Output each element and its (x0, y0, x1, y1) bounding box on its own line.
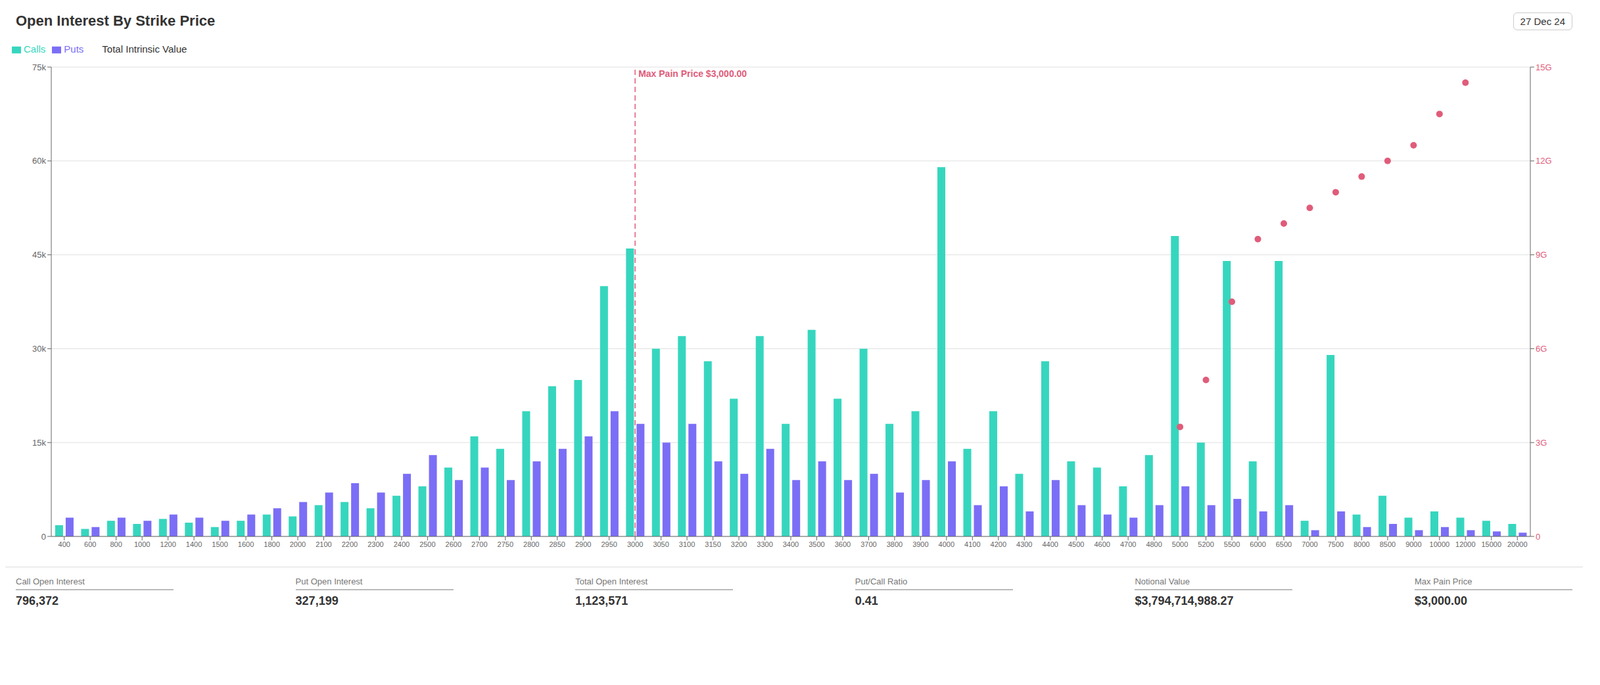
svg-text:1000: 1000 (134, 540, 150, 549)
svg-text:9000: 9000 (1405, 540, 1422, 549)
svg-text:3500: 3500 (808, 540, 825, 549)
svg-text:20000: 20000 (1507, 540, 1528, 549)
svg-text:6G: 6G (1535, 343, 1547, 354)
html-text:27 Dec 24: 27 Dec 24 (1520, 15, 1566, 27)
svg-text:5200: 5200 (1197, 540, 1214, 549)
svg-text:3300: 3300 (756, 540, 773, 549)
svg-text:4500: 4500 (1068, 540, 1084, 549)
svg-text:9G: 9G (1535, 249, 1547, 260)
html-text:$3,000.00: $3,000.00 (1414, 594, 1468, 608)
svg-text:4300: 4300 (1016, 540, 1033, 549)
svg-text:1200: 1200 (159, 540, 176, 549)
svg-text:2400: 2400 (393, 540, 410, 549)
svg-text:12000: 12000 (1455, 540, 1476, 549)
svg-text:1800: 1800 (263, 540, 280, 549)
svg-text:60k: 60k (32, 155, 47, 166)
svg-text:800: 800 (110, 540, 123, 549)
svg-text:2200: 2200 (341, 540, 358, 549)
svg-text:2600: 2600 (445, 540, 462, 549)
html-text:796,372: 796,372 (15, 594, 59, 608)
svg-text:2300: 2300 (367, 540, 384, 549)
svg-text:3200: 3200 (730, 540, 747, 549)
svg-text:4000: 4000 (938, 540, 955, 549)
svg-text:4700: 4700 (1120, 540, 1136, 549)
svg-text:6000: 6000 (1249, 540, 1266, 549)
html-text:Max Pain Price: Max Pain Price (1414, 576, 1473, 587)
svg-text:4400: 4400 (1041, 540, 1058, 549)
svg-text:Max Pain Price $3,000.00: Max Pain Price $3,000.00 (638, 68, 747, 79)
html-text:Notional Value: Notional Value (1134, 576, 1190, 587)
svg-text:3600: 3600 (834, 540, 851, 549)
svg-text:4800: 4800 (1145, 540, 1162, 549)
svg-text:10000: 10000 (1429, 540, 1451, 549)
html-text:Puts: Puts (63, 43, 84, 55)
svg-text:1400: 1400 (186, 540, 202, 549)
svg-text:30k: 30k (32, 343, 47, 354)
html-text:Call Open Interest: Call Open Interest (15, 576, 85, 587)
svg-text:45k: 45k (32, 249, 47, 260)
html-text:Open Interest By Strike Price: Open Interest By Strike Price (15, 12, 216, 29)
svg-text:3000: 3000 (627, 540, 643, 549)
svg-text:8500: 8500 (1379, 540, 1396, 549)
svg-text:3700: 3700 (860, 540, 877, 549)
svg-text:3800: 3800 (886, 540, 903, 549)
svg-text:8000: 8000 (1353, 540, 1370, 549)
svg-text:15G: 15G (1535, 62, 1553, 73)
svg-text:2100: 2100 (315, 540, 332, 549)
svg-text:1500: 1500 (211, 540, 228, 549)
svg-text:600: 600 (84, 540, 96, 549)
svg-text:400: 400 (58, 540, 71, 549)
svg-text:12G: 12G (1535, 155, 1553, 166)
svg-text:75k: 75k (32, 62, 47, 73)
svg-text:2000: 2000 (289, 540, 306, 549)
svg-text:2800: 2800 (523, 540, 540, 549)
svg-text:4200: 4200 (990, 540, 1007, 549)
html-text:0.41: 0.41 (855, 594, 879, 608)
svg-text:4100: 4100 (964, 540, 981, 549)
svg-text:0: 0 (41, 531, 47, 542)
svg-text:15000: 15000 (1481, 540, 1502, 549)
html-text:1,123,571: 1,123,571 (575, 594, 628, 608)
svg-text:4600: 4600 (1093, 540, 1110, 549)
svg-text:2950: 2950 (600, 540, 617, 549)
svg-text:6500: 6500 (1275, 540, 1292, 549)
html-text:Put/Call Ratio: Put/Call Ratio (855, 576, 908, 587)
svg-text:7000: 7000 (1301, 540, 1318, 549)
svg-text:15k: 15k (32, 437, 47, 448)
svg-text:2700: 2700 (471, 540, 488, 549)
svg-text:3900: 3900 (912, 540, 929, 549)
svg-text:7500: 7500 (1327, 540, 1344, 549)
html-text:Calls: Calls (23, 43, 46, 55)
svg-text:3G: 3G (1535, 437, 1547, 448)
html-text:Total Intrinsic Value: Total Intrinsic Value (102, 43, 187, 55)
html-text:$3,794,714,988.27: $3,794,714,988.27 (1134, 594, 1234, 608)
html-text:327,199: 327,199 (295, 594, 339, 608)
html-text:Put Open Interest: Put Open Interest (295, 576, 363, 587)
svg-text:2850: 2850 (548, 540, 565, 549)
svg-text:2750: 2750 (497, 540, 514, 549)
svg-text:2500: 2500 (419, 540, 436, 549)
svg-text:3150: 3150 (704, 540, 721, 549)
svg-text:5000: 5000 (1172, 540, 1188, 549)
svg-text:0: 0 (1535, 531, 1541, 542)
svg-text:1600: 1600 (237, 540, 254, 549)
svg-text:3400: 3400 (782, 540, 799, 549)
svg-text:5500: 5500 (1223, 540, 1240, 549)
html-text:Total Open Interest: Total Open Interest (575, 576, 648, 587)
svg-text:2900: 2900 (575, 540, 591, 549)
svg-text:3100: 3100 (679, 540, 695, 549)
svg-text:3050: 3050 (652, 540, 669, 549)
